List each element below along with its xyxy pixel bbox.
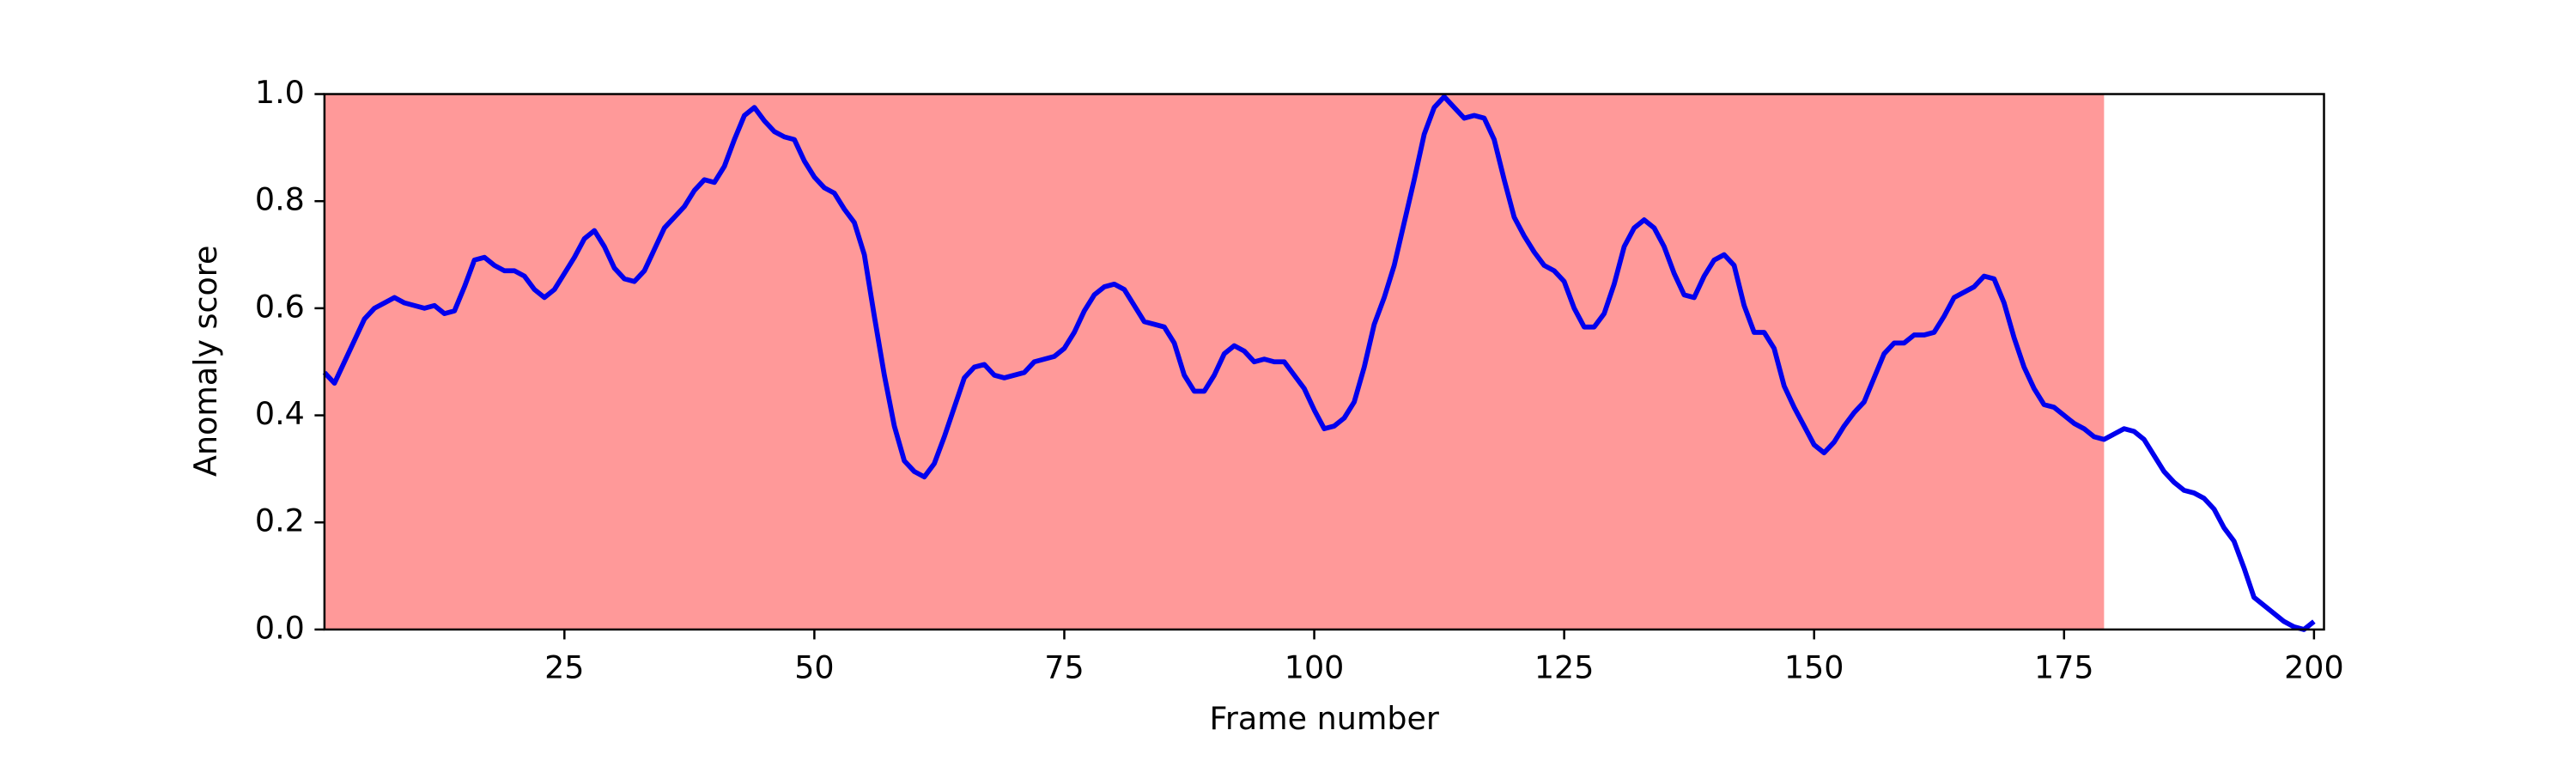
- plot-frame: [323, 93, 2325, 631]
- data-line: [322, 94, 2316, 632]
- y-tick-label: 0.6: [255, 288, 305, 325]
- y-tick-label: 1.0: [255, 74, 305, 111]
- y-tick-label: 0.0: [255, 609, 305, 646]
- x-tick-label: 150: [1784, 648, 1844, 685]
- y-axis-label: Anomaly score: [187, 246, 224, 477]
- x-tick-label: 75: [1044, 648, 1084, 685]
- x-axis-label: Frame number: [1210, 700, 1439, 737]
- x-tick-label: 25: [544, 648, 584, 685]
- x-tick-label: 125: [1534, 648, 1595, 685]
- x-tick-label: 175: [2034, 648, 2094, 685]
- y-tick-label: 0.2: [255, 502, 305, 539]
- y-tick-label: 0.4: [255, 395, 305, 432]
- x-tick-label: 50: [794, 648, 834, 685]
- y-tick-label: 0.8: [255, 181, 305, 218]
- x-tick-label: 200: [2284, 648, 2344, 685]
- x-tick-label: 100: [1285, 648, 1345, 685]
- highlight-span: [324, 94, 2105, 630]
